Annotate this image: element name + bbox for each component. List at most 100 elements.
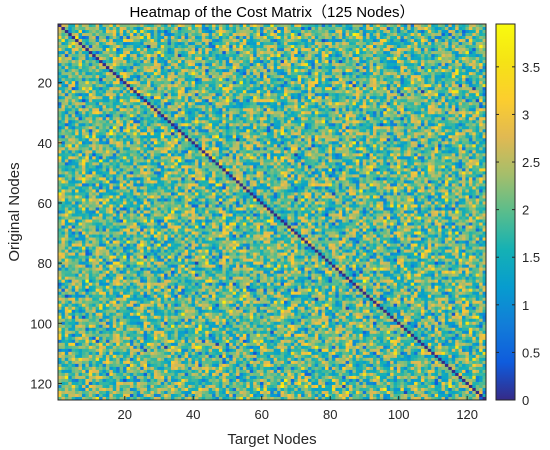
- heatmap-cell: [92, 75, 97, 79]
- heatmap-cell: [208, 78, 213, 82]
- heatmap-cell: [427, 120, 432, 124]
- heatmap-cell: [468, 108, 473, 112]
- heatmap-cell: [270, 42, 275, 46]
- heatmap-cell: [92, 102, 97, 106]
- heatmap-cell: [427, 129, 432, 133]
- heatmap-cell: [136, 123, 141, 127]
- heatmap-cell: [167, 105, 172, 109]
- heatmap-cell: [318, 78, 322, 82]
- heatmap-cell: [362, 72, 367, 76]
- heatmap-cell: [177, 102, 182, 106]
- heatmap-cell: [64, 84, 69, 88]
- heatmap-cell: [164, 45, 168, 49]
- heatmap-cell: [304, 60, 309, 64]
- heatmap-cell: [191, 30, 196, 34]
- heatmap-cell: [403, 72, 408, 76]
- heatmap-cell: [325, 27, 329, 31]
- heatmap-cell: [342, 135, 346, 139]
- heatmap-cell: [420, 45, 425, 49]
- heatmap-cell: [95, 105, 100, 109]
- heatmap-cell: [314, 123, 319, 127]
- heatmap-cell: [438, 39, 442, 43]
- heatmap-cell: [232, 60, 237, 64]
- heatmap-cell: [311, 69, 316, 73]
- heatmap-cell: [472, 114, 477, 118]
- heatmap-cell: [177, 51, 182, 55]
- heatmap-cell: [266, 96, 271, 100]
- heatmap-cell: [181, 60, 186, 64]
- heatmap-cell: [58, 72, 62, 76]
- heatmap-cell: [140, 96, 144, 100]
- heatmap-cell: [345, 69, 350, 73]
- heatmap-cell: [280, 114, 285, 118]
- heatmap-cell: [260, 69, 264, 73]
- heatmap-cell: [188, 111, 192, 115]
- heatmap-cell: [246, 42, 251, 46]
- heatmap-cell: [188, 96, 192, 100]
- heatmap-cell: [249, 36, 254, 40]
- heatmap-cell: [150, 99, 155, 103]
- heatmap-cell: [222, 126, 227, 130]
- heatmap-cell: [400, 75, 405, 79]
- heatmap-cell: [417, 123, 422, 127]
- heatmap-cell: [420, 96, 425, 100]
- heatmap-cell: [260, 75, 264, 79]
- heatmap-cell: [61, 51, 66, 55]
- heatmap-cell: [366, 123, 370, 127]
- heatmap-cell: [102, 66, 107, 70]
- heatmap-cell: [301, 57, 305, 61]
- heatmap-cell: [277, 60, 281, 64]
- heatmap-cell: [260, 78, 264, 82]
- heatmap-cell: [109, 48, 114, 52]
- heatmap-cell: [342, 39, 346, 43]
- heatmap-cell: [222, 105, 227, 109]
- heatmap-cell: [85, 78, 90, 82]
- heatmap-cell: [222, 87, 227, 91]
- heatmap-cell: [441, 114, 446, 118]
- heatmap-cell: [342, 57, 346, 61]
- heatmap-cell: [451, 87, 456, 91]
- heatmap-cell: [400, 30, 405, 34]
- heatmap-cell: [342, 114, 346, 118]
- heatmap-cell: [85, 117, 90, 121]
- heatmap-cell: [307, 87, 312, 91]
- heatmap-cell: [407, 108, 412, 112]
- heatmap-cell: [352, 33, 357, 37]
- heatmap-cell: [129, 57, 134, 61]
- heatmap-cell: [177, 63, 182, 67]
- heatmap-cell: [318, 69, 322, 73]
- heatmap-cell: [222, 30, 227, 34]
- heatmap-cell: [273, 36, 278, 40]
- heatmap-cell: [123, 123, 127, 127]
- heatmap-cell: [263, 33, 268, 37]
- heatmap-cell: [472, 84, 477, 88]
- heatmap-cell: [181, 36, 186, 40]
- heatmap-cell: [88, 45, 93, 49]
- heatmap-cell: [283, 102, 288, 106]
- heatmap-cell: [393, 45, 398, 49]
- heatmap-cell: [92, 114, 97, 118]
- heatmap-cell: [414, 123, 418, 127]
- heatmap-cell: [369, 27, 374, 31]
- heatmap-cell: [444, 120, 449, 124]
- heatmap-cell: [188, 72, 192, 76]
- heatmap-cell: [376, 129, 381, 133]
- heatmap-cell: [164, 105, 168, 109]
- heatmap-cell: [273, 132, 278, 136]
- heatmap-cell: [116, 90, 120, 94]
- heatmap-cell: [359, 60, 364, 64]
- heatmap-cell: [92, 111, 97, 115]
- heatmap-cell: [434, 114, 439, 118]
- heatmap-cell: [455, 33, 459, 37]
- heatmap-cell: [194, 93, 199, 97]
- heatmap-cell: [75, 114, 79, 118]
- heatmap-cell: [328, 132, 333, 136]
- heatmap-cell: [301, 36, 305, 40]
- heatmap-cell: [349, 45, 353, 49]
- heatmap-cell: [441, 84, 446, 88]
- heatmap-cell: [448, 45, 453, 49]
- heatmap-cell: [92, 66, 97, 70]
- heatmap-cell: [277, 66, 281, 70]
- heatmap-cell: [123, 87, 127, 91]
- heatmap-cell: [153, 57, 158, 61]
